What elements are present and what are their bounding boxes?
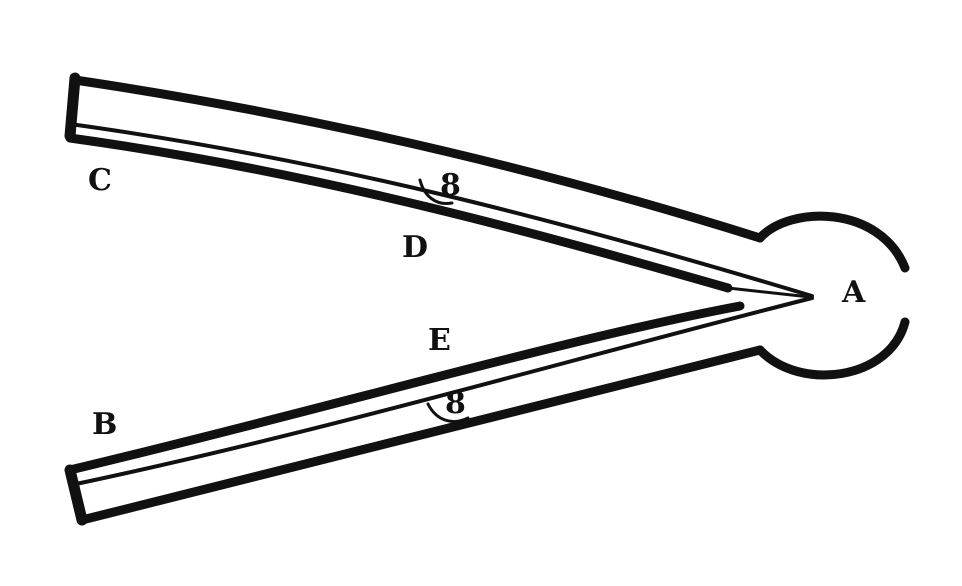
label-d: D <box>402 230 429 265</box>
upper-leg <box>64 72 814 299</box>
lower-hinge-mark: 8 <box>445 386 466 421</box>
upper-rivet-hook <box>418 178 454 206</box>
label-a: A <box>842 275 866 310</box>
label-e: E <box>428 323 451 358</box>
label-c: C <box>88 163 112 198</box>
upper-hinge-mark: 8 <box>440 168 461 203</box>
label-b: B <box>92 407 118 442</box>
lower-rivet-hook <box>426 402 470 423</box>
hinge-disc <box>755 211 910 380</box>
lower-leg <box>64 296 814 526</box>
